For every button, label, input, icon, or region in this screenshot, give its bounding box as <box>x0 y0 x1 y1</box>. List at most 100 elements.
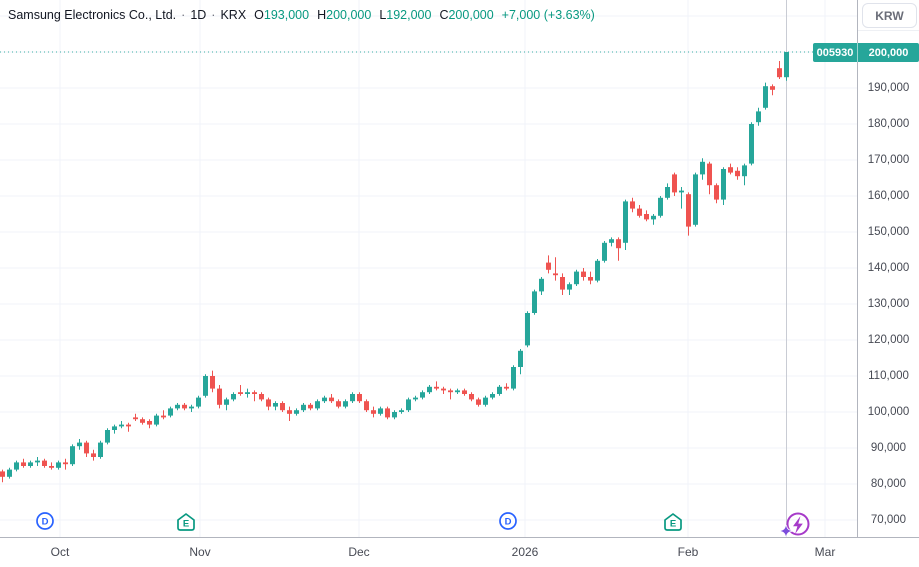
candle <box>147 421 152 425</box>
ohlc-group: H200,000 <box>317 8 372 22</box>
candle <box>217 388 222 405</box>
svg-text:D: D <box>505 516 512 527</box>
candle <box>49 466 54 468</box>
time-tick-label: Feb <box>677 545 699 559</box>
price-tick-label: 130,000 <box>867 298 910 310</box>
candle <box>567 284 572 290</box>
candle <box>385 408 390 418</box>
candle <box>560 277 565 290</box>
candle <box>84 442 89 454</box>
candle <box>455 390 460 393</box>
candle <box>497 386 502 394</box>
candle <box>588 277 593 281</box>
time-tick-label: Oct <box>50 545 70 559</box>
svg-text:D: D <box>42 516 49 527</box>
candle <box>427 386 432 393</box>
candle <box>266 399 271 407</box>
earnings-marker[interactable]: E <box>663 512 683 537</box>
candle <box>392 412 397 418</box>
candle <box>238 392 243 394</box>
price-tick-label: 80,000 <box>870 478 907 490</box>
chart-plot[interactable] <box>0 0 857 537</box>
candle <box>119 424 124 427</box>
symbol-header: Samsung Electronics Co., Ltd. · 1D · KRX… <box>8 7 595 23</box>
candle <box>231 394 236 400</box>
price-tick-label: 120,000 <box>867 334 910 346</box>
candle <box>308 404 313 409</box>
time-tick-label: Dec <box>348 545 370 559</box>
candle <box>770 86 775 90</box>
candle <box>182 404 187 409</box>
candle <box>378 408 383 414</box>
separator-dot: · <box>211 8 216 22</box>
earnings-marker[interactable]: E <box>176 512 196 537</box>
candle <box>329 397 334 402</box>
candle <box>623 201 628 243</box>
candle <box>672 174 677 193</box>
time-axis[interactable]: Oct Nov Dec 2026 Feb Mar <box>0 537 919 567</box>
earnings-e-icon: E <box>177 513 195 531</box>
candle <box>763 86 768 108</box>
candle <box>28 462 33 466</box>
time-tick-label: 2026 <box>511 545 539 559</box>
candle <box>7 469 12 477</box>
candle <box>0 471 5 477</box>
candle <box>343 401 348 407</box>
candle <box>301 404 306 411</box>
candle <box>434 386 439 389</box>
candle <box>644 214 649 220</box>
candle <box>77 442 82 447</box>
interval-label[interactable]: 1D <box>190 8 207 22</box>
update-flash-marker[interactable] <box>774 508 814 547</box>
dividends-marker[interactable]: D <box>35 511 55 536</box>
svg-text:E: E <box>183 519 189 530</box>
candle <box>518 350 523 367</box>
candle <box>483 397 488 405</box>
candle <box>280 403 285 411</box>
candle <box>532 291 537 313</box>
dividend-d-icon: D <box>499 512 517 530</box>
price-tick-label: 110,000 <box>868 370 909 382</box>
currency-chip[interactable]: KRW <box>862 3 917 28</box>
candle <box>245 392 250 394</box>
candle <box>287 410 292 414</box>
candle <box>70 446 75 465</box>
exchange-label[interactable]: KRX <box>220 8 247 22</box>
candle <box>112 426 117 430</box>
candle <box>504 386 509 389</box>
candle <box>525 313 530 346</box>
price-tick-label: 160,000 <box>867 190 910 202</box>
symbol-title[interactable]: Samsung Electronics Co., Ltd. <box>8 8 177 22</box>
price-axis[interactable]: KRW 190,000 180,000 170,000 160,000 150,000 1… <box>857 0 919 567</box>
candle <box>364 401 369 411</box>
price-tick-label: 180,000 <box>867 118 910 130</box>
candle <box>35 460 40 463</box>
ohlc-values: O193,000 H200,000 L192,000 C200,000 <box>246 8 494 22</box>
candle <box>630 201 635 209</box>
candle <box>728 167 733 173</box>
candle <box>616 239 621 249</box>
candle <box>133 417 138 420</box>
time-tick-label: Mar <box>814 545 836 559</box>
candle <box>140 419 145 423</box>
candle <box>189 406 194 409</box>
candle <box>749 124 754 164</box>
candle <box>756 111 761 123</box>
candle <box>714 185 719 200</box>
candle <box>448 390 453 393</box>
ohlc-group: L192,000 <box>379 8 432 22</box>
candle <box>595 260 600 281</box>
candle <box>602 242 607 261</box>
flash-bolt-icon <box>777 512 810 537</box>
candle <box>539 278 544 292</box>
candle <box>196 397 201 407</box>
time-tick-label: Nov <box>189 545 211 559</box>
candle <box>371 410 376 414</box>
price-tick-label: 140,000 <box>867 262 910 274</box>
candle <box>462 390 467 394</box>
ohlc-group: C200,000 <box>439 8 494 22</box>
candle <box>357 394 362 402</box>
dividends-marker[interactable]: D <box>498 511 518 536</box>
candle <box>336 401 341 407</box>
